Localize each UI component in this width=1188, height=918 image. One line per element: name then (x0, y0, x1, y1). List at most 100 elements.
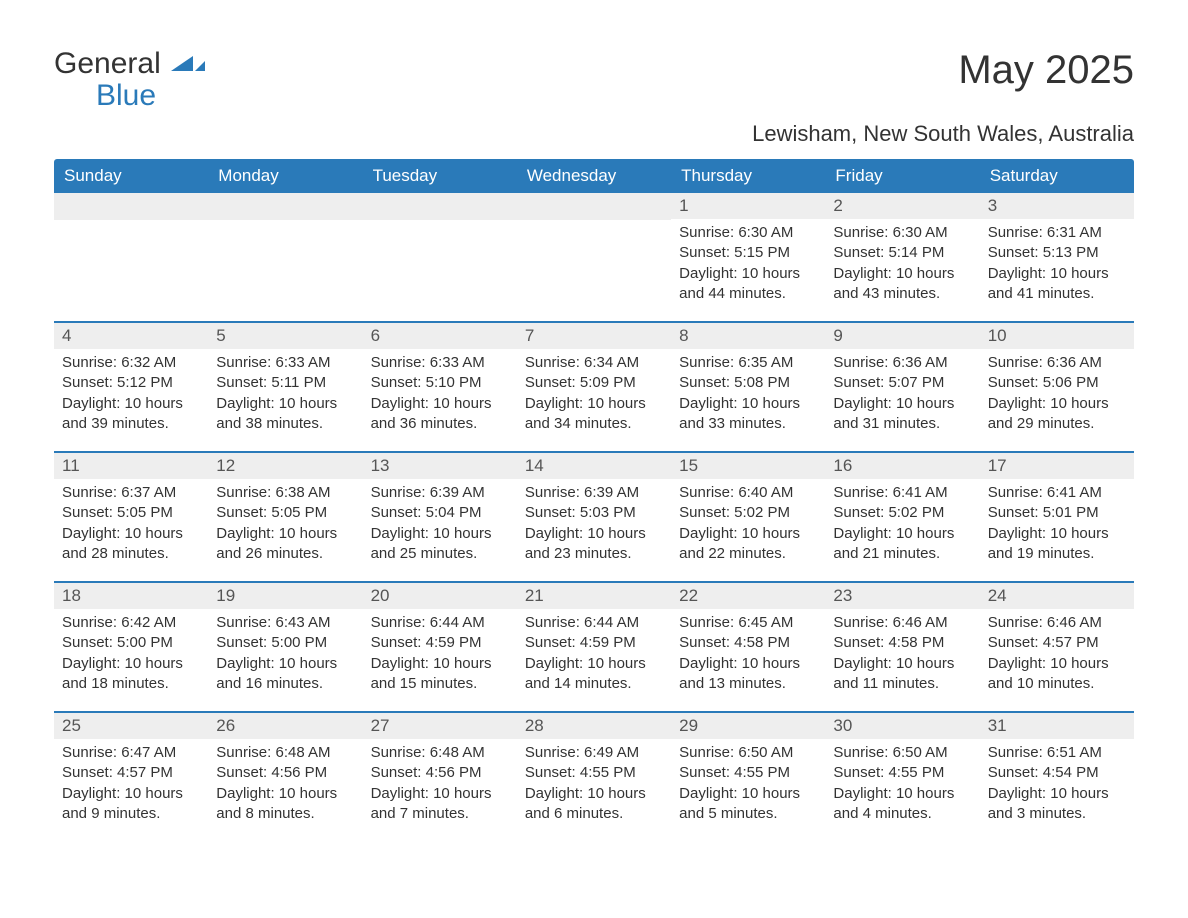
day-sunrise: Sunrise: 6:46 AM (833, 613, 971, 633)
day-cell: 18Sunrise: 6:42 AMSunset: 5:00 PMDayligh… (54, 583, 208, 711)
day-sunrise: Sunrise: 6:50 AM (679, 743, 817, 763)
day-sunset: Sunset: 4:59 PM (371, 633, 509, 653)
day-sunrise: Sunrise: 6:41 AM (988, 483, 1126, 503)
day-cell (517, 193, 671, 321)
day-sunrise: Sunrise: 6:32 AM (62, 353, 200, 373)
day-number (363, 193, 517, 220)
calendar: SundayMondayTuesdayWednesdayThursdayFrid… (54, 159, 1134, 841)
day-cell: 31Sunrise: 6:51 AMSunset: 4:54 PMDayligh… (980, 713, 1134, 841)
logo-shape-icon (171, 48, 205, 80)
logo: General Blue (54, 48, 205, 111)
day-sunrise: Sunrise: 6:48 AM (216, 743, 354, 763)
day-number: 18 (54, 583, 208, 609)
day-dl2: and 26 minutes. (216, 544, 354, 564)
day-sunset: Sunset: 4:56 PM (216, 763, 354, 783)
day-dl1: Daylight: 10 hours (679, 784, 817, 804)
day-dl1: Daylight: 10 hours (216, 784, 354, 804)
day-body: Sunrise: 6:44 AMSunset: 4:59 PMDaylight:… (517, 609, 671, 702)
day-sunrise: Sunrise: 6:49 AM (525, 743, 663, 763)
day-sunrise: Sunrise: 6:39 AM (371, 483, 509, 503)
day-sunrise: Sunrise: 6:47 AM (62, 743, 200, 763)
day-cell: 23Sunrise: 6:46 AMSunset: 4:58 PMDayligh… (825, 583, 979, 711)
day-dl2: and 16 minutes. (216, 674, 354, 694)
day-body: Sunrise: 6:47 AMSunset: 4:57 PMDaylight:… (54, 739, 208, 832)
day-dl1: Daylight: 10 hours (988, 654, 1126, 674)
day-dl2: and 8 minutes. (216, 804, 354, 824)
day-number: 6 (363, 323, 517, 349)
day-dl2: and 38 minutes. (216, 414, 354, 434)
day-dl2: and 41 minutes. (988, 284, 1126, 304)
week-row: 11Sunrise: 6:37 AMSunset: 5:05 PMDayligh… (54, 451, 1134, 581)
day-sunrise: Sunrise: 6:33 AM (216, 353, 354, 373)
day-dl1: Daylight: 10 hours (525, 784, 663, 804)
day-sunset: Sunset: 5:08 PM (679, 373, 817, 393)
day-number: 25 (54, 713, 208, 739)
day-dl2: and 5 minutes. (679, 804, 817, 824)
day-dl2: and 25 minutes. (371, 544, 509, 564)
day-sunset: Sunset: 5:02 PM (679, 503, 817, 523)
day-sunrise: Sunrise: 6:30 AM (679, 223, 817, 243)
day-number: 8 (671, 323, 825, 349)
day-dl2: and 7 minutes. (371, 804, 509, 824)
day-dl1: Daylight: 10 hours (679, 524, 817, 544)
day-dl1: Daylight: 10 hours (62, 394, 200, 414)
day-cell: 12Sunrise: 6:38 AMSunset: 5:05 PMDayligh… (208, 453, 362, 581)
day-sunrise: Sunrise: 6:51 AM (988, 743, 1126, 763)
day-sunrise: Sunrise: 6:48 AM (371, 743, 509, 763)
logo-text: General Blue (54, 48, 205, 111)
day-sunset: Sunset: 5:06 PM (988, 373, 1126, 393)
day-dl1: Daylight: 10 hours (988, 264, 1126, 284)
day-sunrise: Sunrise: 6:45 AM (679, 613, 817, 633)
day-cell: 5Sunrise: 6:33 AMSunset: 5:11 PMDaylight… (208, 323, 362, 451)
day-sunset: Sunset: 4:56 PM (371, 763, 509, 783)
logo-text-blue: Blue (96, 80, 205, 112)
day-number: 14 (517, 453, 671, 479)
day-sunrise: Sunrise: 6:30 AM (833, 223, 971, 243)
day-sunset: Sunset: 5:01 PM (988, 503, 1126, 523)
day-sunset: Sunset: 5:02 PM (833, 503, 971, 523)
day-dl1: Daylight: 10 hours (371, 784, 509, 804)
day-number: 26 (208, 713, 362, 739)
day-body: Sunrise: 6:30 AMSunset: 5:15 PMDaylight:… (671, 219, 825, 312)
day-body: Sunrise: 6:39 AMSunset: 5:04 PMDaylight:… (363, 479, 517, 572)
day-dl1: Daylight: 10 hours (833, 654, 971, 674)
week-row: 4Sunrise: 6:32 AMSunset: 5:12 PMDaylight… (54, 321, 1134, 451)
day-cell: 16Sunrise: 6:41 AMSunset: 5:02 PMDayligh… (825, 453, 979, 581)
day-sunrise: Sunrise: 6:31 AM (988, 223, 1126, 243)
day-number: 11 (54, 453, 208, 479)
day-body: Sunrise: 6:41 AMSunset: 5:01 PMDaylight:… (980, 479, 1134, 572)
day-sunset: Sunset: 5:13 PM (988, 243, 1126, 263)
day-sunset: Sunset: 5:03 PM (525, 503, 663, 523)
day-dl1: Daylight: 10 hours (988, 784, 1126, 804)
day-number: 27 (363, 713, 517, 739)
day-cell: 26Sunrise: 6:48 AMSunset: 4:56 PMDayligh… (208, 713, 362, 841)
day-sunset: Sunset: 5:00 PM (62, 633, 200, 653)
day-number: 19 (208, 583, 362, 609)
day-body: Sunrise: 6:37 AMSunset: 5:05 PMDaylight:… (54, 479, 208, 572)
day-dl1: Daylight: 10 hours (62, 524, 200, 544)
day-cell: 2Sunrise: 6:30 AMSunset: 5:14 PMDaylight… (825, 193, 979, 321)
day-dl1: Daylight: 10 hours (679, 654, 817, 674)
day-dl2: and 10 minutes. (988, 674, 1126, 694)
day-sunset: Sunset: 4:57 PM (62, 763, 200, 783)
day-dl2: and 43 minutes. (833, 284, 971, 304)
day-number: 4 (54, 323, 208, 349)
day-cell: 28Sunrise: 6:49 AMSunset: 4:55 PMDayligh… (517, 713, 671, 841)
day-number (208, 193, 362, 220)
day-cell: 3Sunrise: 6:31 AMSunset: 5:13 PMDaylight… (980, 193, 1134, 321)
day-dl2: and 23 minutes. (525, 544, 663, 564)
day-body: Sunrise: 6:31 AMSunset: 5:13 PMDaylight:… (980, 219, 1134, 312)
day-body: Sunrise: 6:39 AMSunset: 5:03 PMDaylight:… (517, 479, 671, 572)
day-cell (208, 193, 362, 321)
day-sunrise: Sunrise: 6:46 AM (988, 613, 1126, 633)
week-row: 18Sunrise: 6:42 AMSunset: 5:00 PMDayligh… (54, 581, 1134, 711)
day-sunset: Sunset: 5:14 PM (833, 243, 971, 263)
day-sunrise: Sunrise: 6:39 AM (525, 483, 663, 503)
day-number: 9 (825, 323, 979, 349)
day-number: 20 (363, 583, 517, 609)
day-body: Sunrise: 6:33 AMSunset: 5:11 PMDaylight:… (208, 349, 362, 442)
day-cell (363, 193, 517, 321)
day-number: 30 (825, 713, 979, 739)
day-sunrise: Sunrise: 6:33 AM (371, 353, 509, 373)
day-body: Sunrise: 6:48 AMSunset: 4:56 PMDaylight:… (208, 739, 362, 832)
